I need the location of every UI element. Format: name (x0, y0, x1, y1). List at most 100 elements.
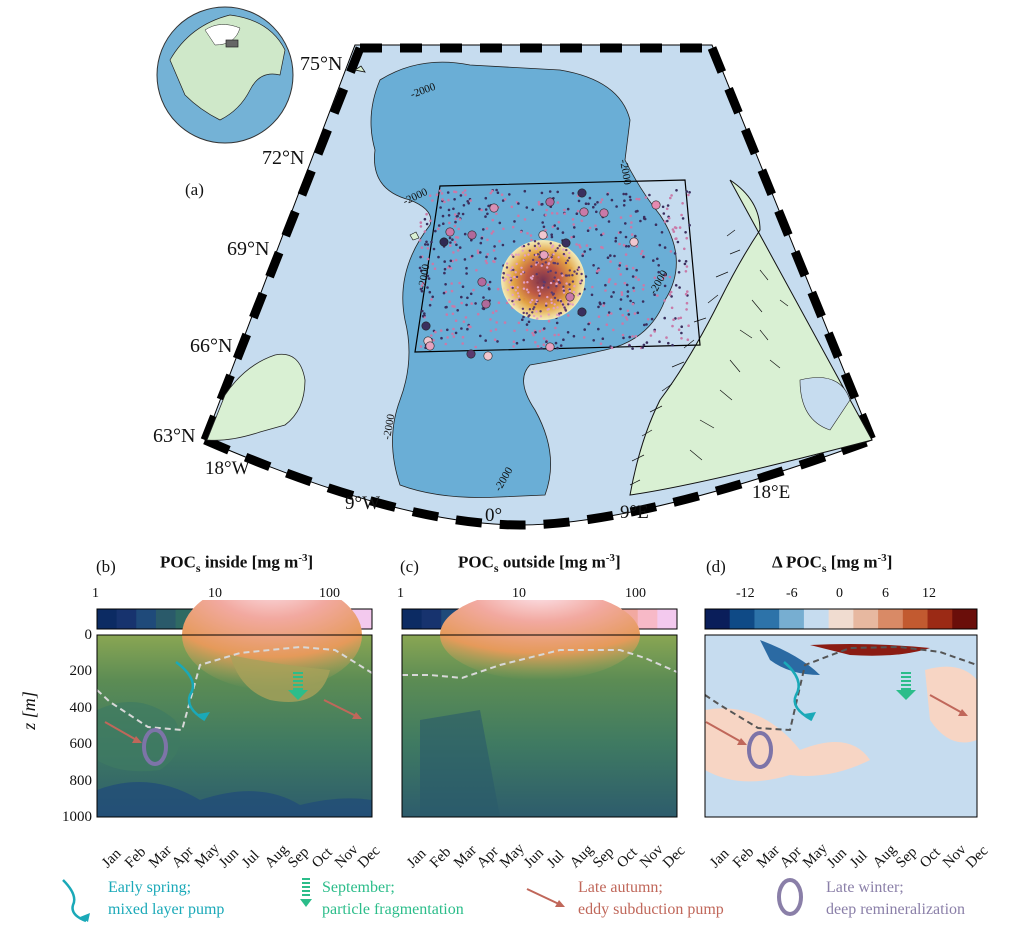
float-point (610, 198, 614, 202)
float-point (610, 346, 614, 350)
eddy-point (558, 244, 561, 247)
float-point (668, 275, 672, 279)
float-point (619, 298, 623, 301)
float-point (449, 244, 452, 247)
float-point (631, 335, 634, 338)
float-point (562, 338, 565, 342)
float-point (457, 212, 461, 215)
eddy-point (553, 303, 556, 306)
float-point (620, 291, 624, 294)
eddy-point (512, 255, 515, 258)
float-point (566, 207, 570, 211)
float-point (515, 341, 519, 345)
eddy-point (578, 268, 581, 271)
eddy-point (551, 244, 555, 247)
float-point (607, 220, 611, 223)
cb-tick: 1 (397, 586, 404, 601)
float-point (620, 293, 624, 297)
float-point (680, 331, 683, 335)
float-point (665, 207, 669, 211)
eddy-point (536, 286, 540, 289)
eddy-point (550, 291, 553, 294)
y-tick-label: 600 (69, 736, 93, 753)
colorbar-swatch (729, 609, 755, 629)
colorbar-swatch (97, 609, 118, 629)
float-point (687, 193, 690, 197)
float-point (622, 204, 626, 207)
float-point (484, 208, 488, 211)
eddy-point (555, 282, 558, 285)
float-point (601, 337, 605, 341)
float-point (441, 198, 444, 201)
eddy-point (580, 279, 583, 282)
float-point (624, 222, 627, 225)
eddy-point (511, 266, 514, 269)
float-point (426, 257, 430, 261)
float-point (460, 327, 463, 330)
float-point (570, 236, 573, 239)
eddy-point (545, 304, 548, 307)
y-tick-label: 1000 (62, 809, 92, 825)
eddy-point (518, 298, 521, 301)
float-point (590, 293, 594, 297)
float-point (480, 236, 484, 240)
eddy-point (568, 274, 571, 277)
float-point (685, 236, 688, 240)
float-point (630, 221, 633, 224)
float-point (522, 338, 525, 342)
float-point (637, 197, 641, 201)
float-point (484, 339, 488, 342)
profile-marker (545, 197, 555, 207)
float-point (493, 245, 496, 248)
fragmentation-arrow (293, 672, 303, 690)
float-point (597, 315, 601, 319)
colorbar-swatch (421, 609, 442, 629)
eddy-point (562, 285, 565, 288)
float-point (485, 227, 489, 230)
eddy-point (556, 313, 559, 316)
float-point (542, 225, 546, 229)
float-point (618, 264, 621, 267)
float-point (512, 240, 516, 243)
eddy-point (505, 262, 509, 265)
y-axis-label: z [m] (18, 691, 39, 730)
float-point (454, 235, 458, 239)
float-point (439, 329, 443, 332)
float-point (496, 340, 499, 343)
eddy-point (535, 247, 538, 251)
float-point (448, 221, 451, 225)
float-point (466, 327, 469, 331)
float-point (643, 323, 646, 327)
float-point (519, 230, 523, 234)
float-point (550, 211, 554, 215)
eddy-point (562, 291, 566, 294)
eddy-point (515, 262, 518, 266)
float-point (674, 226, 678, 230)
eddy-point (555, 285, 558, 288)
eddy-point (554, 271, 557, 274)
lon-label-18w: 18°W (205, 458, 250, 479)
float-point (678, 286, 681, 289)
float-point (451, 238, 454, 241)
float-point (419, 221, 423, 224)
float-point (421, 309, 424, 313)
float-point (685, 301, 689, 305)
eddy-point (560, 272, 563, 275)
float-point (613, 254, 616, 258)
float-point (612, 328, 615, 332)
float-point (688, 191, 691, 194)
float-point (559, 344, 563, 347)
float-point (614, 282, 617, 286)
float-point (625, 283, 629, 287)
float-point (674, 317, 677, 320)
lon-label-9w: 9°W (345, 493, 381, 514)
float-point (557, 220, 561, 224)
float-point (446, 191, 450, 194)
float-point (508, 193, 511, 196)
float-point (529, 234, 533, 237)
eddy-point (539, 315, 543, 318)
eddy-point (565, 274, 569, 277)
colorbar-swatch (828, 609, 854, 629)
float-point (653, 276, 657, 280)
profile-marker (439, 237, 449, 247)
